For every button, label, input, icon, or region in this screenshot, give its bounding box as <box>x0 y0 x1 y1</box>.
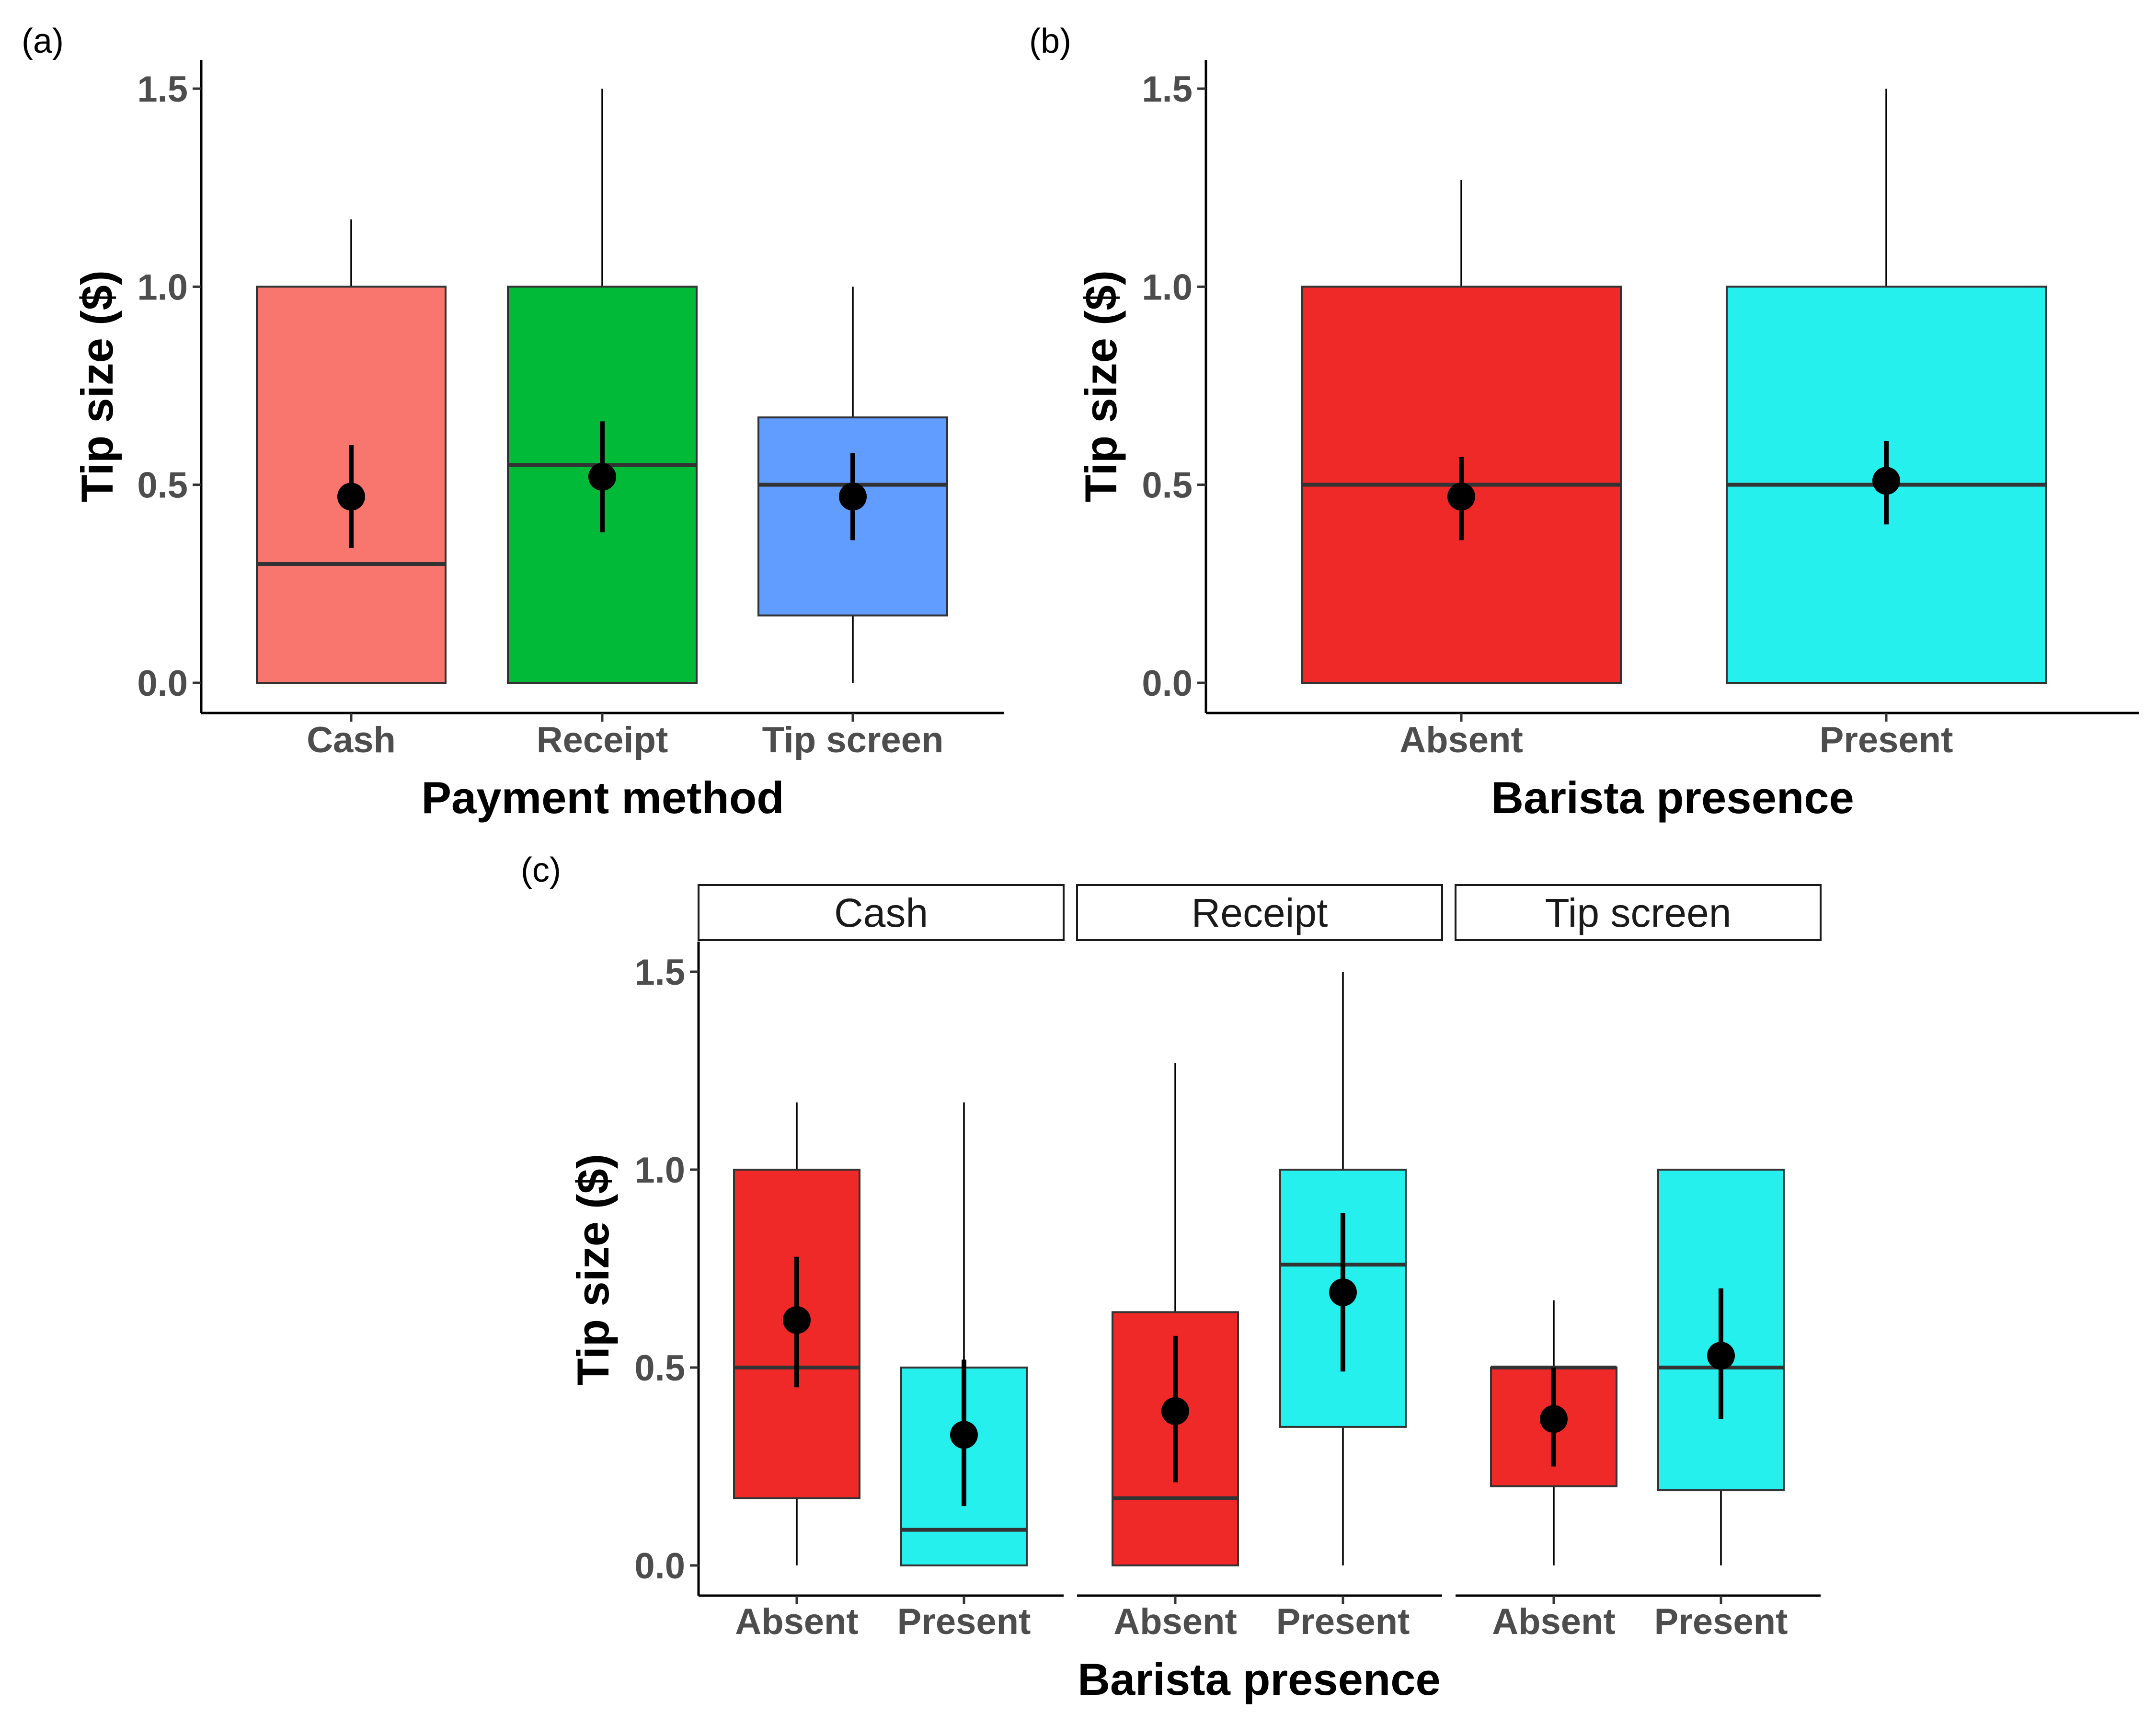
strip-label: Receipt <box>1192 890 1328 935</box>
mean-point-receipt <box>588 463 616 491</box>
x-tick-label: Tip screen <box>762 720 944 760</box>
strip-label: Tip screen <box>1545 890 1731 935</box>
x-tick-label: Cash <box>307 720 396 760</box>
y-tick-label: 1.0 <box>634 1150 685 1191</box>
x-axis-title: Payment method <box>421 772 784 823</box>
panel-b: (b) 0.0 0.5 1.0 1.5 Tip size ($) Absent Present… <box>1029 22 2139 823</box>
strip-label: Cash <box>834 890 928 935</box>
x-tick-label: Present <box>1276 1601 1410 1642</box>
strip-tip-screen <box>1455 884 1822 941</box>
x-axis-title: Barista presence <box>1078 1654 1441 1704</box>
y-tick-label: 0.5 <box>634 1348 685 1389</box>
mean-point-facet-tip-screen-present <box>1707 1342 1735 1370</box>
x-tick-label: Absent <box>1113 1601 1237 1642</box>
strip-receipt <box>1076 884 1443 941</box>
x-axis-title: Barista presence <box>1491 772 1854 823</box>
panel-label: (a) <box>22 22 64 60</box>
x-tick-label: Absent <box>1492 1601 1616 1642</box>
x-tick-label: Absent <box>1399 720 1523 760</box>
y-tick-label: 0.0 <box>634 1546 685 1587</box>
mean-point-absent <box>1447 483 1475 511</box>
panel-label: (b) <box>1029 22 1071 60</box>
y-tick-label: 1.0 <box>1142 267 1193 308</box>
mean-point-facet-receipt-absent <box>1161 1397 1189 1425</box>
mean-point-tip-screen <box>839 483 867 511</box>
y-axis-title: Tip size ($) <box>72 270 122 502</box>
x-tick-label: Present <box>1820 720 1953 760</box>
strip-cash <box>698 884 1065 941</box>
x-tick-label: Present <box>1654 1601 1788 1642</box>
panel-a: (a) 0.0 0.5 1.0 1.5 Tip size ($) Cash Receipt Ti… <box>22 22 1004 823</box>
y-tick-label: 0.5 <box>1142 465 1193 506</box>
x-tick-label: Present <box>897 1601 1031 1642</box>
x-tick-label: Absent <box>735 1601 859 1642</box>
panel-label: (c) <box>521 851 561 889</box>
mean-point-present <box>1872 467 1900 495</box>
mean-point-facet-cash-present <box>950 1421 978 1449</box>
mean-point-facet-cash-absent <box>783 1306 811 1334</box>
y-axis-title: Tip size ($) <box>568 1154 618 1386</box>
y-tick-label: 1.5 <box>137 69 188 110</box>
panel-c: (c) Cash Absent Present Receipt Absent Present… <box>521 851 1822 1704</box>
y-axis-title: Tip size ($) <box>1076 270 1126 502</box>
y-tick-label: 0.0 <box>1142 663 1193 704</box>
y-tick-label: 1.0 <box>137 267 188 308</box>
y-tick-label: 0.5 <box>137 465 188 506</box>
mean-point-facet-tip-screen-absent <box>1540 1405 1568 1433</box>
x-tick-label: Receipt <box>537 720 668 760</box>
y-tick-label: 1.5 <box>634 952 685 993</box>
y-tick-label: 0.0 <box>137 663 188 704</box>
mean-point-facet-receipt-present <box>1329 1278 1357 1307</box>
mean-point-cash <box>337 483 365 511</box>
y-tick-label: 1.5 <box>1142 69 1193 110</box>
